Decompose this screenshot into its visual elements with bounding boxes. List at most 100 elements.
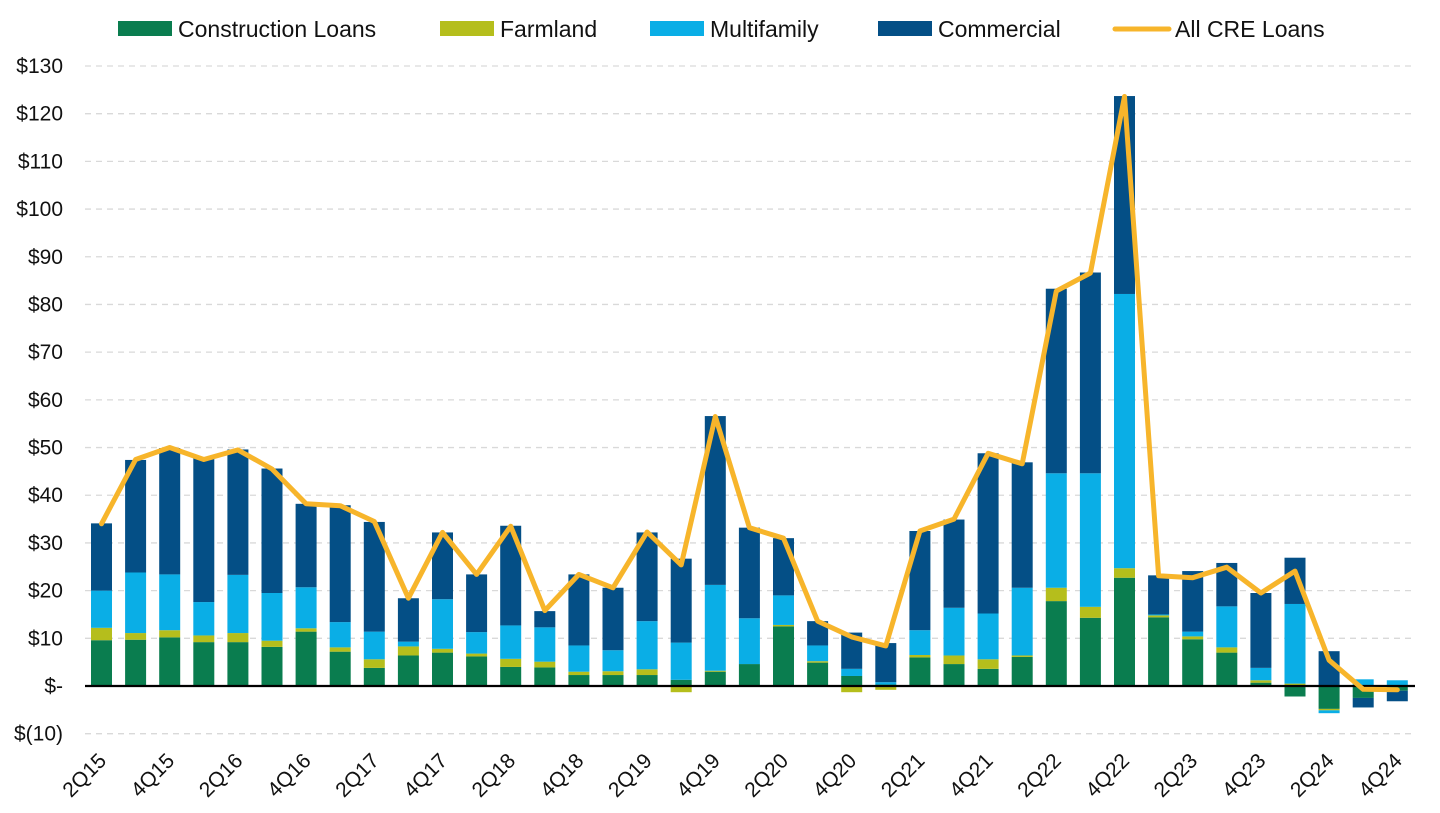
bar-segment bbox=[773, 595, 794, 625]
bar-segment bbox=[1114, 568, 1135, 578]
bar-segment bbox=[466, 574, 488, 633]
bar-segment bbox=[295, 628, 317, 632]
bar-segment bbox=[227, 574, 249, 634]
bar-segment bbox=[670, 642, 692, 680]
bar-series bbox=[91, 96, 1408, 714]
bar-segment bbox=[1318, 686, 1340, 709]
bar-segment bbox=[500, 525, 522, 626]
bar-segment bbox=[909, 630, 931, 655]
x-tick-label: 4Q17 bbox=[399, 749, 452, 802]
bar-segment bbox=[91, 640, 112, 686]
bar-segment bbox=[500, 658, 522, 667]
y-tick-label: $(10) bbox=[14, 723, 63, 746]
x-tick-label: 2Q24 bbox=[1286, 749, 1339, 802]
bar-segment bbox=[977, 613, 999, 660]
y-tick-label: $80 bbox=[28, 293, 63, 316]
bar-segment bbox=[1011, 587, 1033, 656]
bar-segment bbox=[738, 527, 760, 619]
bar-segment bbox=[568, 671, 590, 676]
bar-segment bbox=[704, 671, 726, 686]
bar-segment bbox=[500, 625, 522, 659]
bar-segment bbox=[1045, 601, 1067, 686]
bar-segment bbox=[363, 631, 385, 660]
y-tick-label: $10 bbox=[28, 627, 63, 650]
bar-segment bbox=[841, 632, 863, 669]
bar-segment bbox=[602, 587, 624, 651]
bar-segment bbox=[568, 574, 590, 646]
bar-segment bbox=[193, 602, 215, 636]
bar-segment bbox=[875, 682, 897, 685]
bar-segment bbox=[1250, 680, 1272, 683]
bar-segment bbox=[1318, 710, 1340, 714]
bar-segment bbox=[943, 655, 965, 665]
bar-segment bbox=[909, 657, 931, 686]
bar-segment bbox=[977, 453, 999, 614]
bar-segment bbox=[670, 686, 692, 693]
y-tick-label: $60 bbox=[28, 389, 63, 412]
y-tick-label: $100 bbox=[16, 198, 63, 221]
bar-segment bbox=[807, 645, 829, 662]
bar-segment bbox=[159, 448, 181, 575]
bar-segment bbox=[1182, 631, 1204, 637]
series-line bbox=[99, 94, 1400, 693]
bar-segment bbox=[295, 503, 317, 588]
bar-segment bbox=[1216, 647, 1238, 653]
bar-segment bbox=[1352, 686, 1374, 698]
bar-segment bbox=[1011, 656, 1033, 686]
bar-segment bbox=[397, 598, 419, 642]
bar-segment bbox=[807, 661, 829, 663]
x-tick-label: 2Q22 bbox=[1013, 749, 1066, 802]
bar-segment bbox=[159, 637, 181, 686]
bar-segment bbox=[636, 675, 658, 686]
bar-segment bbox=[125, 459, 147, 573]
x-tick-label: 2Q20 bbox=[740, 749, 793, 802]
x-tick-label: 4Q15 bbox=[127, 749, 180, 802]
legend-label: Farmland bbox=[500, 16, 597, 42]
bar-segment bbox=[841, 668, 863, 676]
x-tick-label: 2Q16 bbox=[195, 749, 248, 802]
bar-segment bbox=[1182, 639, 1204, 686]
bar-segment bbox=[397, 641, 419, 647]
bar-segment bbox=[1079, 473, 1101, 607]
y-tick-label: $90 bbox=[28, 246, 63, 269]
x-tick-label: 4Q18 bbox=[536, 749, 589, 802]
bar-segment bbox=[636, 532, 658, 622]
bar-segment bbox=[1250, 593, 1272, 668]
bar-segment bbox=[227, 642, 249, 686]
bar-segment bbox=[1284, 603, 1306, 684]
bar-segment bbox=[977, 659, 999, 669]
bar-segment bbox=[261, 646, 283, 686]
bar-segment bbox=[1318, 708, 1340, 711]
bar-segment bbox=[1386, 680, 1408, 686]
y-tick-label: $20 bbox=[28, 580, 63, 603]
bar-segment bbox=[568, 645, 590, 672]
bar-segment bbox=[261, 593, 283, 641]
bar-segment bbox=[1284, 683, 1306, 686]
x-tick-label: 2Q15 bbox=[58, 749, 111, 802]
bar-segment bbox=[841, 675, 863, 686]
bar-segment bbox=[193, 635, 215, 643]
bar-segment bbox=[943, 519, 965, 608]
bar-segment bbox=[773, 538, 794, 596]
bar-segment bbox=[329, 647, 351, 652]
bar-segment bbox=[943, 607, 965, 656]
bar-segment bbox=[466, 656, 488, 686]
bar-segment bbox=[636, 621, 658, 670]
legend-label: All CRE Loans bbox=[1175, 16, 1325, 42]
bar-segment bbox=[807, 621, 829, 646]
bar-segment bbox=[432, 532, 453, 600]
bar-segment bbox=[602, 671, 624, 676]
bar-segment bbox=[363, 521, 385, 632]
legend-swatch bbox=[878, 21, 932, 36]
bar-segment bbox=[1011, 655, 1033, 657]
bar-segment bbox=[1386, 690, 1408, 702]
bar-segment bbox=[227, 633, 249, 643]
y-tick-label: $130 bbox=[16, 55, 63, 78]
bar-segment bbox=[193, 458, 215, 603]
bar-segment bbox=[1250, 667, 1272, 681]
bar-segment bbox=[466, 653, 488, 657]
bar-segment bbox=[534, 667, 556, 686]
legend-swatch bbox=[440, 21, 494, 36]
bar-segment bbox=[91, 627, 112, 641]
bar-segment bbox=[466, 632, 488, 654]
